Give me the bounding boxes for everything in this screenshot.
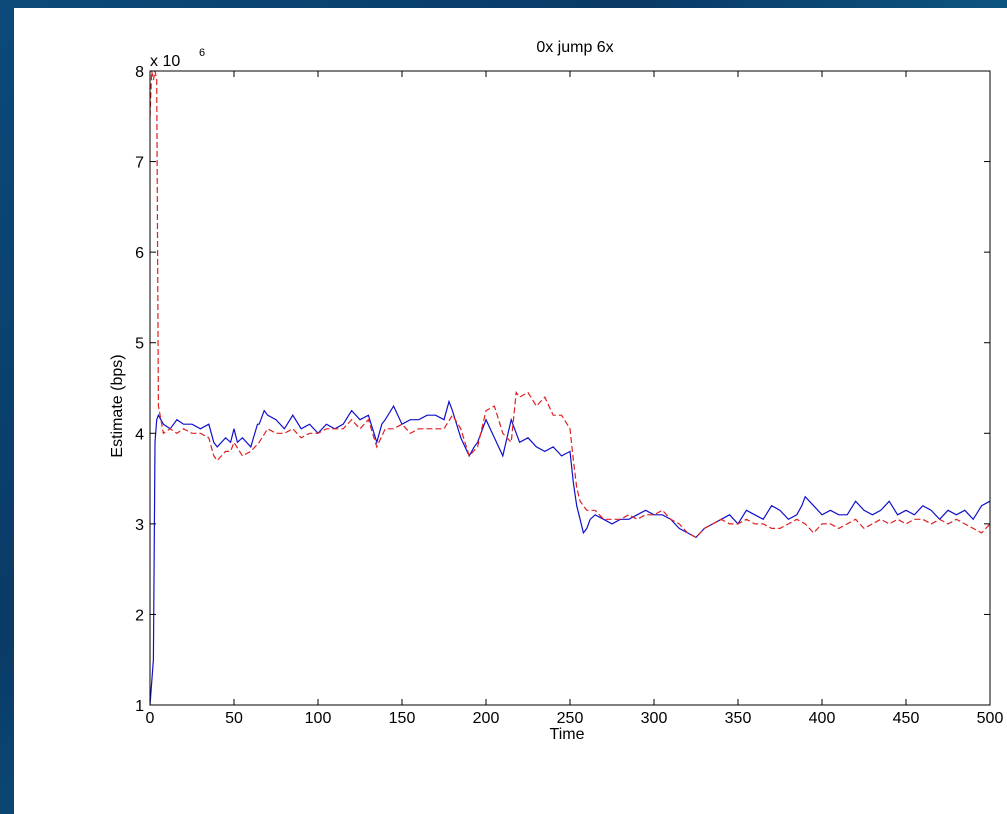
x-tick-label: 250	[557, 710, 584, 727]
x-axis-ticks: 0 50 100 150 200 250 300 350 400 450 500	[146, 71, 1004, 727]
series-layer	[149, 70, 991, 706]
x-tick-label: 50	[225, 710, 243, 727]
x-tick-label: 400	[809, 710, 836, 727]
x-tick-label: 350	[725, 710, 752, 727]
figure-panel: 0x jump 6x x 10 6 0 50 100 150 200 250 300 350 4…	[14, 8, 1007, 814]
y-axis-exponent: 6	[199, 47, 205, 59]
y-tick-label: 7	[135, 155, 144, 172]
x-tick-label: 150	[389, 710, 416, 727]
plot-area	[149, 70, 991, 706]
y-tick-label: 5	[135, 336, 144, 353]
chart-title: 0x jump 6x	[536, 39, 613, 56]
x-tick-label: 500	[977, 710, 1004, 727]
y-tick-label: 8	[135, 64, 144, 81]
plot-frame	[149, 70, 991, 706]
y-axis-multiplier: x 10	[150, 53, 180, 70]
y-tick-label: 1	[135, 698, 144, 715]
y-tick-label: 2	[135, 607, 144, 624]
y-axis-ticks: 1 2 3 4 5 6 7 8	[135, 64, 990, 715]
series-line-1	[149, 399, 991, 706]
y-tick-label: 6	[135, 245, 144, 262]
x-tick-label: 450	[893, 710, 920, 727]
x-tick-label: 300	[641, 710, 668, 727]
x-tick-label: 100	[305, 710, 332, 727]
line-chart: 0x jump 6x x 10 6 0 50 100 150 200 250 300 350 4…	[109, 39, 1004, 743]
series-line-2	[149, 70, 991, 539]
x-tick-label: 0	[146, 710, 155, 727]
y-tick-label: 3	[135, 517, 144, 534]
x-axis-label: Time	[550, 726, 585, 743]
x-tick-label: 200	[473, 710, 500, 727]
y-tick-label: 4	[135, 426, 144, 443]
y-axis-label: Estimate (bps)	[109, 354, 126, 457]
